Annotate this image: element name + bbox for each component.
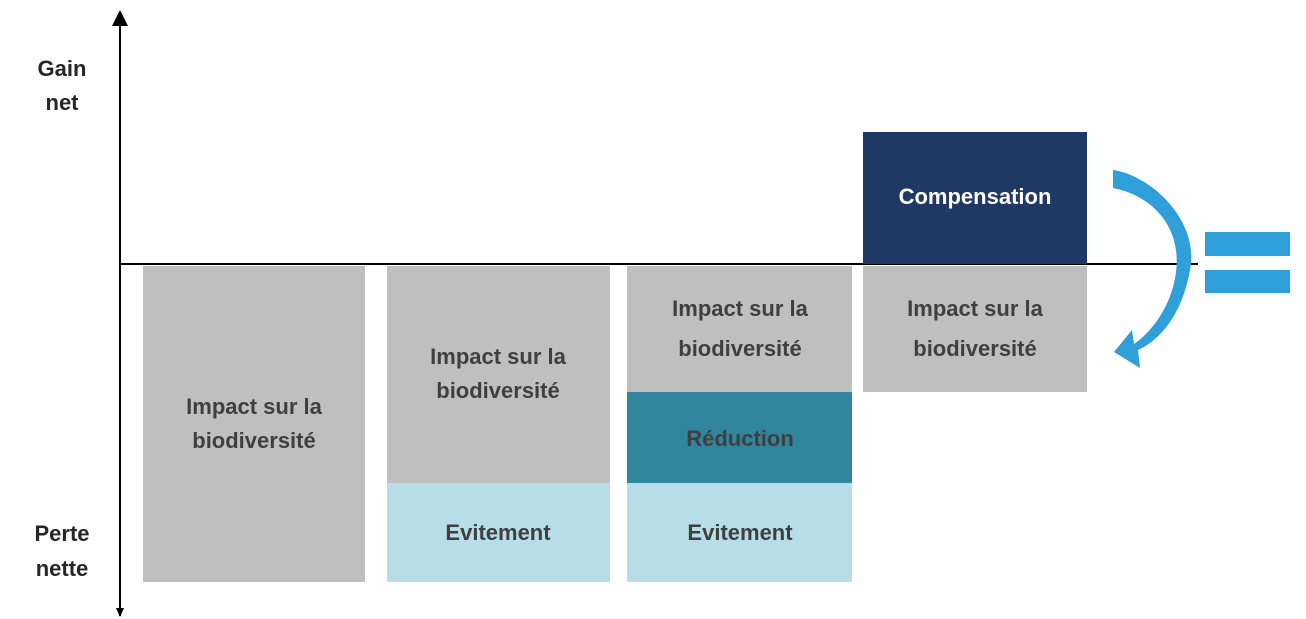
impact-block xyxy=(627,266,852,392)
axis-label: net xyxy=(46,90,80,115)
block-label: biodiversité xyxy=(192,428,315,453)
equals-bar xyxy=(1205,270,1290,293)
block-label: biodiversité xyxy=(678,336,801,361)
block-label: Evitement xyxy=(445,520,551,545)
reduction-block xyxy=(627,392,852,483)
block-label: Réduction xyxy=(686,426,794,451)
axis-arrow-bottom xyxy=(116,608,124,617)
equals-bar xyxy=(1205,232,1290,256)
block-label: Impact sur la xyxy=(672,296,808,321)
block-label: Compensation xyxy=(899,184,1052,209)
block-label: biodiversité xyxy=(913,336,1036,361)
compensation-block xyxy=(863,132,1087,264)
axis-label: Perte xyxy=(34,521,89,546)
impact-block xyxy=(143,266,365,582)
impact-block xyxy=(387,266,610,483)
axis-label: Gain xyxy=(38,56,87,81)
evitement-block xyxy=(387,483,610,582)
evitement-block xyxy=(627,483,852,582)
block-label: Evitement xyxy=(687,520,793,545)
block-label: Impact sur la xyxy=(430,344,566,369)
block-label: Impact sur la xyxy=(186,394,322,419)
axis-label: nette xyxy=(36,556,89,581)
impact-block xyxy=(863,266,1087,392)
curved-arrow xyxy=(1113,170,1192,368)
block-label: Impact sur la xyxy=(907,296,1043,321)
block-label: biodiversité xyxy=(436,378,559,403)
